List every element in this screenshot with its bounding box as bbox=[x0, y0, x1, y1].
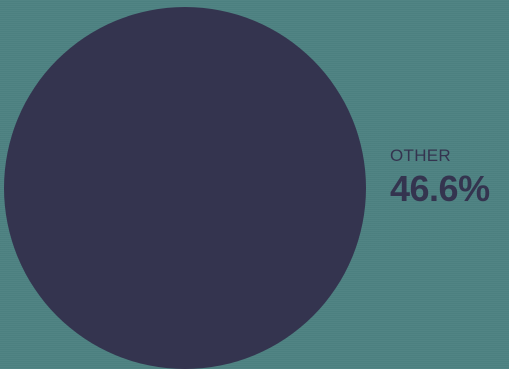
slice-category-label: OTHER bbox=[390, 146, 451, 165]
slice-label-block: OTHER 46.6% bbox=[390, 146, 490, 210]
pie-slice-other bbox=[4, 7, 366, 369]
slice-value-label: 46.6% bbox=[390, 168, 490, 209]
